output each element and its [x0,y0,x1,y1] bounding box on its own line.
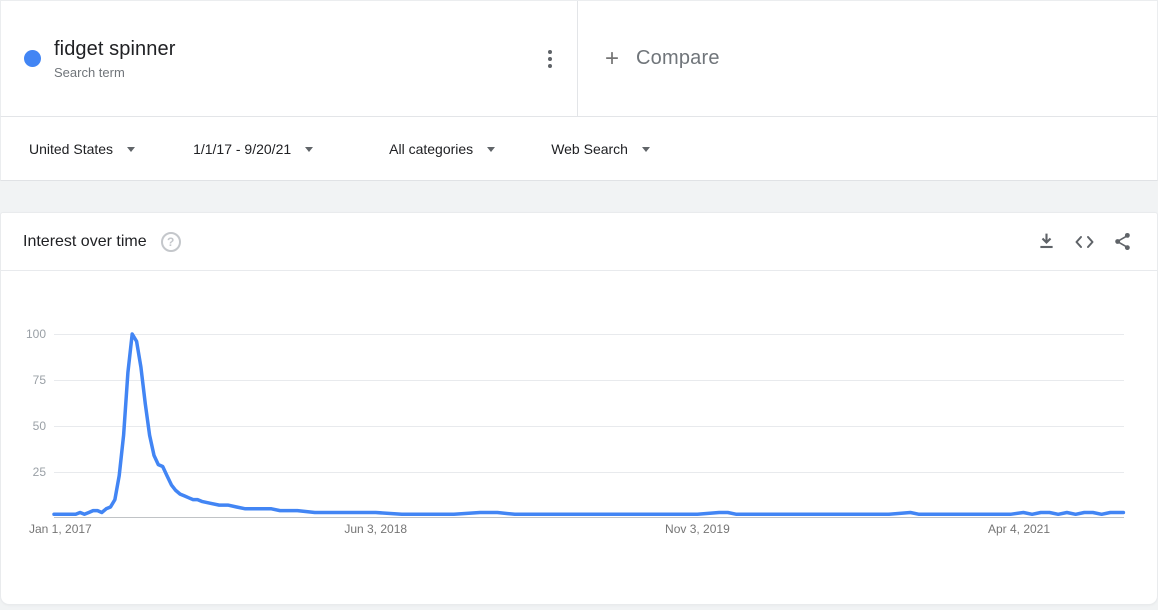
date-range-filter-label: 1/1/17 - 9/20/21 [193,140,292,157]
gridline-25 [54,472,1124,473]
help-icon[interactable]: ? [160,231,181,252]
region-filter-dropdown[interactable]: United States [29,140,136,157]
plus-icon: + [605,44,620,72]
x-axis-label-2021-04-04: Apr 4, 2021 [987,522,1051,536]
term-texts: fidget spinner Search term [54,38,175,80]
gridline-75 [54,380,1124,381]
chevron-down-icon [305,147,314,152]
download-icon[interactable] [1037,232,1056,251]
chart-title: Interest over time [23,232,147,250]
filter-bar: United States 1/1/17 - 9/20/21 All categ… [0,117,1158,181]
trend-line [52,332,1126,517]
region-filter-label: United States [29,140,114,157]
gridline-100 [54,334,1124,335]
search-terms-row: fidget spinner Search term + Compare [0,1,1158,117]
chart-header: Interest over time ? [1,213,1157,271]
embed-icon[interactable] [1074,233,1095,251]
search-term-subtitle: Search term [54,64,125,80]
chart-actions [1037,232,1132,251]
compare-button[interactable]: + Compare [578,1,1157,116]
series-color-dot [24,50,41,67]
x-axis-label-2017-01-01: Jan 1, 2017 [29,522,92,536]
date-range-filter-dropdown[interactable]: 1/1/17 - 9/20/21 [193,140,314,157]
x-axis-label-2019-11-03: Nov 3, 2019 [665,522,730,536]
search-type-filter-label: Web Search [551,140,628,157]
search-term-title: fidget spinner [54,37,176,60]
y-axis-label-50: 50 [32,419,46,433]
y-axis-label-100: 100 [25,327,46,341]
chevron-down-icon [641,147,650,152]
category-filter-dropdown[interactable]: All categories [389,140,496,157]
top-section: fidget spinner Search term + Compare Uni… [0,0,1158,181]
chevron-down-icon [487,147,496,152]
gridline-50 [54,426,1124,427]
y-axis-label-75: 75 [32,373,46,387]
share-icon[interactable] [1113,232,1132,251]
category-filter-label: All categories [389,140,474,157]
chart-body: 25 50 75 100 Jan 1, 2017 Jun 3, 2018 Nov 3, 20… [1,271,1157,603]
plot-area[interactable]: 25 50 75 100 Jan 1, 2017 Jun 3, 2018 Nov 3, 20… [26,327,1126,536]
search-term-card: fidget spinner Search term [1,1,578,116]
chevron-down-icon [127,147,136,152]
x-axis-label-2018-06-03: Jun 3, 2018 [344,522,408,536]
compare-label: Compare [636,47,720,69]
y-axis-label-25: 25 [32,465,46,479]
interest-over-time-card: Interest over time ? [1,213,1157,604]
search-type-filter-dropdown[interactable]: Web Search [551,141,650,157]
kebab-menu-icon[interactable] [543,44,557,74]
trend-line-svg [52,332,1126,517]
